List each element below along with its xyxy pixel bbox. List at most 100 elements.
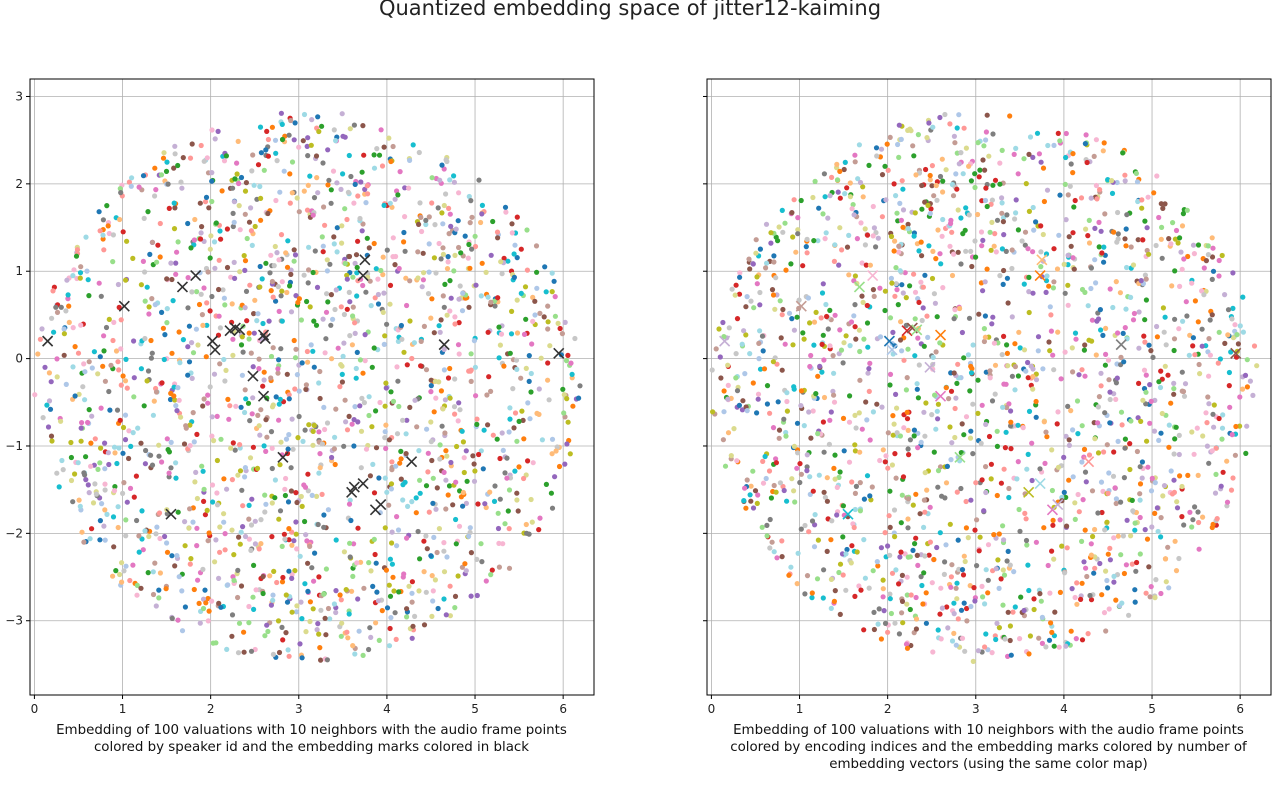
frame-point [943, 542, 949, 548]
frame-point [387, 625, 393, 632]
frame-point [204, 507, 210, 513]
frame-point [882, 620, 889, 627]
frame-point [459, 308, 466, 314]
frame-point [829, 174, 835, 180]
frame-point [812, 522, 818, 528]
frame-point [907, 283, 913, 289]
frame-point [740, 398, 746, 404]
frame-point [1092, 436, 1098, 442]
frame-point [63, 308, 69, 314]
frame-point [501, 363, 507, 369]
frame-point [1230, 270, 1236, 276]
frame-point [1144, 536, 1151, 542]
frame-point [392, 610, 398, 616]
frame-point [1062, 570, 1068, 576]
frame-point [474, 416, 480, 422]
frame-point [988, 476, 994, 482]
frame-point [1124, 517, 1130, 523]
frame-point [947, 121, 953, 127]
frame-point [1192, 504, 1198, 510]
frame-point [902, 270, 908, 276]
frame-point [186, 359, 193, 365]
frame-point [993, 636, 999, 643]
frame-point [380, 309, 386, 315]
frame-point [931, 556, 937, 563]
frame-point [1007, 637, 1013, 644]
embedding-mark [346, 486, 358, 498]
frame-point [898, 549, 904, 555]
frame-point [534, 285, 540, 291]
frame-point [139, 508, 145, 514]
frame-point [376, 475, 382, 481]
frame-point [1127, 441, 1133, 447]
frame-point [1120, 533, 1126, 539]
frame-point [915, 445, 921, 451]
frame-point [1140, 397, 1146, 403]
frame-point [853, 483, 860, 489]
frame-point [257, 284, 263, 290]
frame-point [47, 406, 54, 412]
frame-point [1033, 398, 1039, 405]
frame-point [1024, 466, 1030, 472]
y-tick-label: 0 [15, 352, 23, 366]
embedding-mark [553, 347, 565, 359]
frame-point [222, 547, 228, 553]
frame-point [294, 603, 300, 609]
frame-point [156, 442, 162, 448]
frame-point [1113, 500, 1119, 507]
frame-point [86, 293, 92, 299]
y-tick: 3 [15, 89, 30, 103]
frame-point [891, 507, 898, 513]
frame-point [927, 172, 933, 179]
frame-point [1211, 424, 1217, 430]
frame-point [891, 181, 897, 187]
frame-point [862, 226, 868, 232]
frame-point [871, 225, 878, 231]
frame-point [156, 587, 162, 593]
frame-point [432, 378, 438, 384]
frame-point [792, 499, 798, 505]
frame-point [346, 611, 352, 617]
frame-point [443, 477, 449, 483]
frame-point [997, 273, 1003, 279]
frame-point [282, 536, 288, 542]
frame-point [313, 153, 320, 159]
frame-point [306, 422, 312, 428]
frame-point [976, 174, 982, 180]
frame-point [839, 247, 845, 253]
frame-point [1196, 546, 1202, 552]
frame-point [214, 413, 220, 419]
frame-point [824, 498, 831, 504]
frame-point [999, 210, 1005, 216]
frame-point [363, 446, 370, 452]
frame-point [438, 317, 444, 323]
frame-point [158, 172, 165, 178]
frame-point [933, 426, 939, 432]
frame-point [59, 457, 65, 464]
frame-point [1026, 587, 1032, 594]
frame-point [453, 516, 459, 523]
frame-point [962, 648, 968, 654]
frame-point [948, 574, 955, 580]
frame-point [105, 450, 111, 456]
frame-point [1206, 460, 1212, 466]
frame-point [452, 593, 459, 600]
frame-point [861, 537, 867, 543]
frame-point [471, 338, 477, 344]
frame-point [1137, 464, 1143, 470]
frame-point [1128, 533, 1134, 539]
frame-point [285, 499, 292, 505]
frame-point [90, 500, 97, 506]
frame-point [1100, 488, 1106, 494]
frame-point [1008, 423, 1014, 429]
frame-point [837, 225, 843, 231]
frame-point [549, 289, 555, 295]
frame-point [913, 491, 919, 497]
frame-point [40, 415, 46, 421]
frame-point [502, 521, 508, 527]
frame-point [91, 349, 97, 355]
frame-point [1201, 292, 1207, 298]
frame-point [231, 199, 237, 205]
frame-point [877, 334, 884, 340]
frame-point [509, 308, 515, 314]
